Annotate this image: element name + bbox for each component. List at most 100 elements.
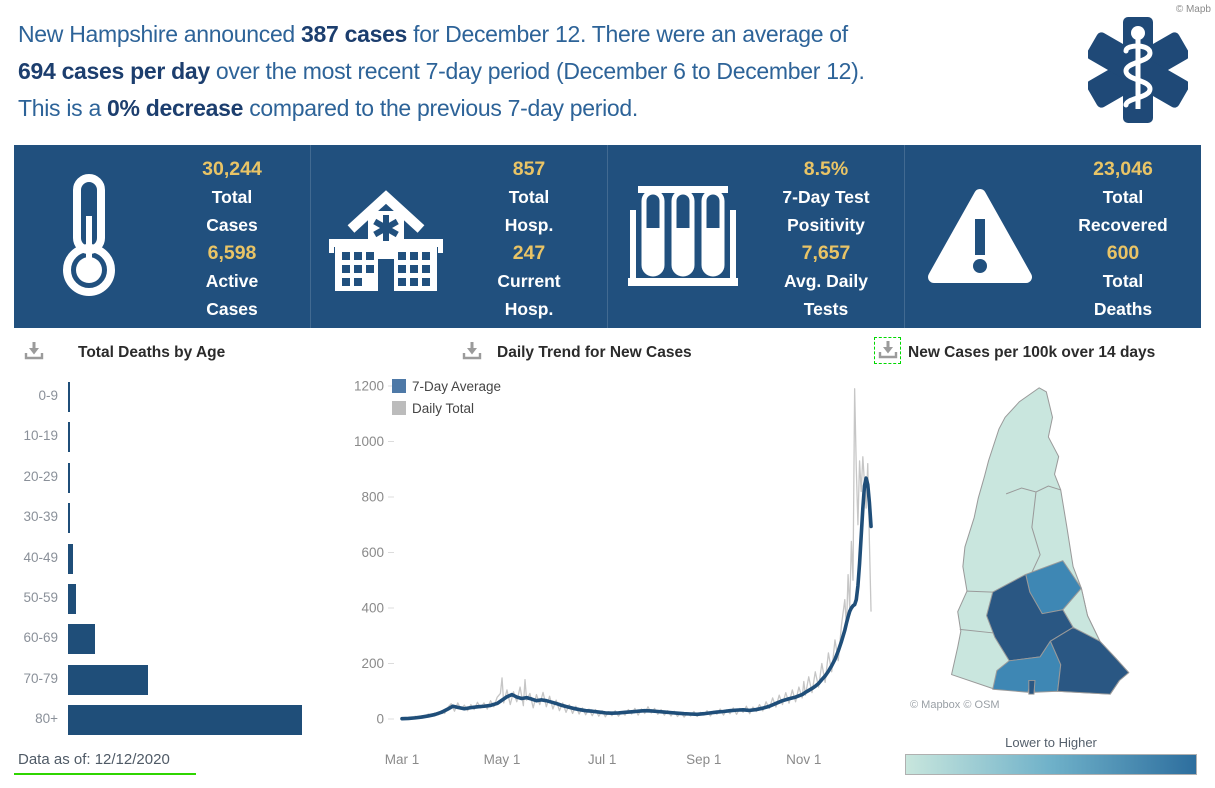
thermometer-icon xyxy=(14,172,164,302)
map-legend-label: Lower to Higher xyxy=(1005,735,1097,750)
deaths-bar-70-79[interactable] xyxy=(68,664,148,695)
download-icon-deaths-chart[interactable] xyxy=(23,341,45,361)
stat-block-cases: 30,244 Total Cases 6,598 Active Cases xyxy=(14,145,310,328)
county-rockingham[interactable] xyxy=(1049,626,1130,695)
x-tick-label: Jul 1 xyxy=(588,752,617,767)
test-tubes-icon xyxy=(608,182,758,292)
stat-label: Tests xyxy=(803,298,849,319)
header-line: This is a 0% decrease compared to the pr… xyxy=(18,95,638,121)
y-tick-label: 400 xyxy=(361,601,384,616)
header-line: 694 cases per day over the most recent 7… xyxy=(18,58,865,84)
data-as-of-label: Data as of: 12/12/2020 xyxy=(18,751,170,768)
x-tick-label: Nov 1 xyxy=(786,752,821,767)
stat-label: Total xyxy=(1102,270,1144,291)
stat-label: Recovered xyxy=(1078,214,1168,235)
stat-value: 247 xyxy=(512,241,546,264)
stat-label: Hosp. xyxy=(504,214,554,235)
age-band-label: 20-29 xyxy=(23,468,58,484)
hospital-icon xyxy=(311,181,461,293)
download-icon-map[interactable] xyxy=(877,340,899,360)
y-tick-label: 200 xyxy=(361,656,384,671)
county-border xyxy=(959,628,997,634)
deaths-bar-60-69[interactable] xyxy=(68,624,95,655)
deaths-bar-80+[interactable] xyxy=(68,705,302,736)
age-band-label: 70-79 xyxy=(23,670,58,686)
age-band-label: 0-9 xyxy=(38,388,58,403)
stat-label: Positivity xyxy=(787,214,865,235)
stat-text-cases: 30,244 Total Cases 6,598 Active Cases xyxy=(164,151,310,323)
seven-day-average-line[interactable] xyxy=(400,476,873,721)
nh-county-map[interactable] xyxy=(933,380,1139,704)
age-band-label: 10-19 xyxy=(23,428,58,444)
deaths-bar-10-19[interactable] xyxy=(68,422,70,453)
y-tick-label: 600 xyxy=(361,545,384,560)
y-tick-label: 1200 xyxy=(354,379,384,394)
stat-text-outcomes: 23,046 Total Recovered 600 Total Deaths xyxy=(1055,151,1201,323)
stat-text-hospitalizations: 857 Total Hosp. 247 Current Hosp. xyxy=(461,151,607,323)
deaths-bar-40-49[interactable] xyxy=(68,543,73,574)
county-rockingham-notch[interactable] xyxy=(1028,679,1036,695)
legend-swatch xyxy=(392,379,406,393)
stat-block-outcomes: 23,046 Total Recovered 600 Total Deaths xyxy=(904,145,1201,328)
stat-text-testing: 8.5% 7-Day Test Positivity 7,657 Avg. Daily T… xyxy=(758,151,904,323)
county-border xyxy=(1031,491,1041,573)
x-tick-label: May 1 xyxy=(484,752,521,767)
county-border xyxy=(966,590,993,593)
stat-block-testing: 8.5% 7-Day Test Positivity 7,657 Avg. Daily T… xyxy=(607,145,904,328)
legend-label: Daily Total xyxy=(412,401,474,416)
warning-icon xyxy=(905,187,1055,287)
stat-value: 30,244 xyxy=(202,157,262,180)
age-band-label: 80+ xyxy=(35,711,58,727)
age-band-label: 30-39 xyxy=(23,509,58,525)
age-band-label: 50-59 xyxy=(23,590,58,605)
deaths-bar-20-29[interactable] xyxy=(68,462,70,493)
stat-label: Avg. Daily xyxy=(784,270,868,291)
deaths-bar-30-39[interactable] xyxy=(68,503,70,534)
y-tick-label: 0 xyxy=(376,712,384,727)
header-line: New Hampshire announced 387 cases for De… xyxy=(18,21,848,47)
x-tick-label: Mar 1 xyxy=(385,752,420,767)
daily-total-line[interactable] xyxy=(401,388,872,720)
data-as-of-underline xyxy=(14,773,196,775)
age-band-label: 40-49 xyxy=(23,549,58,565)
download-selection-box xyxy=(874,337,901,364)
stat-value: 600 xyxy=(1106,241,1140,264)
map-copyright-top: © Mapb xyxy=(1175,4,1211,15)
legend-swatch xyxy=(392,401,406,415)
trend-chart[interactable]: 0 200 400 600 800 1000 1200 Mar 1 May 1 Jul 1 Sep … xyxy=(330,372,890,772)
stat-label: Cases xyxy=(206,214,258,235)
stat-label: 7-Day Test xyxy=(782,186,870,207)
map-legend-gradient xyxy=(905,754,1197,775)
stat-label: Total xyxy=(508,186,550,207)
stat-label: Cases xyxy=(206,298,258,319)
download-icon-trend-chart[interactable] xyxy=(461,341,483,361)
x-tick-label: Sep 1 xyxy=(686,752,721,767)
stat-label: Total xyxy=(1102,186,1144,207)
stat-value: 857 xyxy=(512,157,546,180)
stat-value: 23,046 xyxy=(1093,157,1153,180)
y-tick-label: 1000 xyxy=(354,434,384,449)
y-tick-label: 800 xyxy=(361,490,384,505)
stat-value: 7,657 xyxy=(801,241,851,264)
stat-value: 6,598 xyxy=(207,241,257,264)
county-hillsborough[interactable] xyxy=(992,640,1062,693)
stat-value: 8.5% xyxy=(803,157,849,180)
trend-chart-title: Daily Trend for New Cases xyxy=(497,344,692,361)
stat-label: Current xyxy=(497,270,561,291)
stat-label: Deaths xyxy=(1093,298,1153,319)
age-band-label: 60-69 xyxy=(23,630,58,646)
stat-label: Total xyxy=(211,186,253,207)
map-attribution: © Mapbox © OSM xyxy=(910,699,1000,711)
deaths-bar-0-9[interactable] xyxy=(68,382,70,412)
map-title: New Cases per 100k over 14 days xyxy=(908,344,1156,361)
stat-band: 30,244 Total Cases 6,598 Active Cases xyxy=(14,145,1201,328)
stat-label: Hosp. xyxy=(504,298,554,319)
legend-label: 7-Day Average xyxy=(412,379,501,394)
star-of-life-icon xyxy=(1088,17,1188,123)
header-text: New Hampshire announced 387 cases for De… xyxy=(18,16,1078,127)
stat-block-hospitalizations: 857 Total Hosp. 247 Current Hosp. xyxy=(310,145,607,328)
stat-label: Active xyxy=(205,270,259,291)
deaths-bar-50-59[interactable] xyxy=(68,584,76,614)
deaths-chart-title: Total Deaths by Age xyxy=(78,344,226,361)
